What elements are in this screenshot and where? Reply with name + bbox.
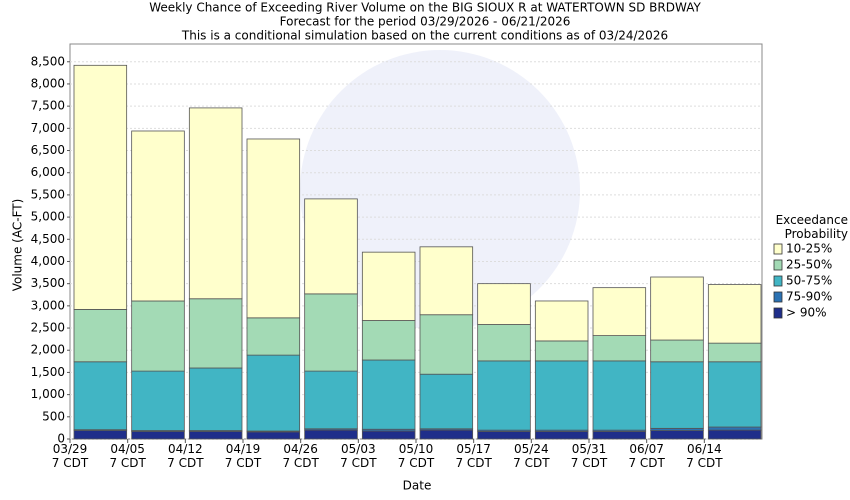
y-tick-label: 8,500 — [31, 54, 65, 68]
bar-segment — [707, 342, 762, 363]
x-tick-label: 04/19 7 CDT — [224, 442, 262, 470]
legend-label: 10-25% — [786, 242, 832, 256]
x-tick-label: 04/26 7 CDT — [282, 442, 319, 470]
chart-subtitle: This is a conditional simulation based o… — [181, 29, 668, 43]
bar-segment — [592, 335, 647, 362]
chart-title: Weekly Chance of Exceeding River Volume … — [149, 1, 701, 15]
bar-segment — [534, 300, 589, 342]
bar-segment — [73, 361, 128, 431]
legend-label: 75-90% — [786, 290, 832, 304]
bar-segment — [188, 431, 243, 440]
x-tick-label: 05/10 7 CDT — [397, 442, 435, 470]
bar-segment — [131, 431, 185, 440]
x-tick-label: 06/14 7 CDT — [686, 442, 723, 470]
y-tick-label: 4,500 — [31, 232, 65, 246]
bar-segment — [361, 251, 416, 321]
y-tick-label: 0 — [57, 432, 65, 446]
legend-swatch — [773, 275, 783, 287]
bar-segment — [73, 64, 128, 310]
x-tick-label: 04/12 7 CDT — [167, 442, 204, 470]
bar-segment — [650, 361, 704, 429]
bar-segment — [592, 360, 647, 431]
y-tick-label: 2,000 — [31, 343, 65, 357]
x-axis-label: Date — [403, 479, 432, 493]
x-tick-label: 03/29 7 CDT — [51, 442, 89, 470]
x-tick-label: 04/05 7 CDT — [109, 442, 146, 470]
legend-swatch — [773, 259, 783, 271]
bar-segment — [707, 284, 762, 344]
bar-segment — [477, 431, 531, 440]
y-tick-label: 7,000 — [31, 121, 65, 135]
y-tick-label: 8,000 — [31, 76, 65, 90]
x-tick-label: 05/24 7 CDT — [513, 442, 550, 470]
bar-segment — [304, 198, 358, 295]
bar-segment — [707, 429, 762, 440]
bar-segment — [650, 339, 704, 363]
bar-segment — [419, 314, 474, 375]
x-tick-label: 05/31 7 CDT — [570, 442, 608, 470]
bar-segment — [131, 300, 185, 372]
bar-segment — [419, 246, 474, 316]
bar-segment — [246, 354, 301, 432]
bar-segment — [246, 431, 301, 440]
legend-title: Exceedance Probability — [775, 213, 848, 241]
bar-segment — [246, 317, 301, 356]
bar-segment — [73, 430, 128, 440]
bar-segment — [592, 431, 647, 440]
bar-segment — [73, 309, 128, 363]
legend-label: 25-50% — [786, 258, 832, 272]
y-tick-label: 2,500 — [31, 321, 65, 335]
y-tick-label: 3,500 — [31, 276, 65, 290]
y-tick-label: 1,500 — [31, 365, 65, 379]
y-axis-label: Volume (AC-FT) — [11, 199, 25, 292]
legend-swatch — [773, 291, 783, 303]
bar-segment — [534, 340, 589, 362]
bar-segment — [477, 324, 531, 362]
bar-segment — [304, 429, 358, 440]
bar-segment — [188, 367, 243, 431]
legend-label: > 90% — [786, 306, 827, 320]
bar-segment — [361, 359, 416, 430]
chart-subtitle: Forecast for the period 03/29/2026 - 06/… — [280, 15, 571, 29]
bar-segment — [361, 430, 416, 440]
bar-segment — [361, 320, 416, 361]
bar-segment — [131, 130, 185, 302]
bar-segment — [419, 373, 474, 430]
bar-segment — [707, 361, 762, 428]
y-tick-label: 5,000 — [31, 210, 65, 224]
bar-segment — [188, 298, 243, 369]
bar-segment — [534, 360, 589, 431]
bar-segment — [534, 431, 589, 440]
y-tick-label: 5,500 — [31, 187, 65, 201]
bar-segment — [131, 370, 185, 431]
bar-segment — [707, 426, 762, 431]
bar-segment — [650, 276, 704, 341]
y-tick-label: 1,000 — [31, 387, 65, 401]
legend-swatch — [773, 307, 783, 319]
x-tick-label: 06/07 7 CDT — [628, 442, 665, 470]
y-tick-label: 4,000 — [31, 254, 65, 268]
y-tick-label: 6,500 — [31, 143, 65, 157]
bar-segment — [592, 287, 647, 336]
bar-segment — [477, 360, 531, 431]
bar-segment — [477, 283, 531, 325]
bar-segment — [304, 370, 358, 430]
bar-segment — [304, 293, 358, 372]
x-tick-label: 05/03 7 CDT — [340, 442, 377, 470]
y-tick-label: 500 — [42, 409, 65, 423]
bar-segment — [650, 430, 704, 440]
legend-swatch — [773, 243, 783, 255]
bar-segment — [419, 429, 474, 440]
legend-label: 50-75% — [786, 274, 832, 288]
bar-segment — [246, 138, 301, 319]
y-tick-label: 3,000 — [31, 298, 65, 312]
y-tick-label: 6,000 — [31, 165, 65, 179]
x-tick-label: 05/17 7 CDT — [455, 442, 492, 470]
bar-segment — [188, 107, 243, 300]
y-tick-label: 7,500 — [31, 99, 65, 113]
